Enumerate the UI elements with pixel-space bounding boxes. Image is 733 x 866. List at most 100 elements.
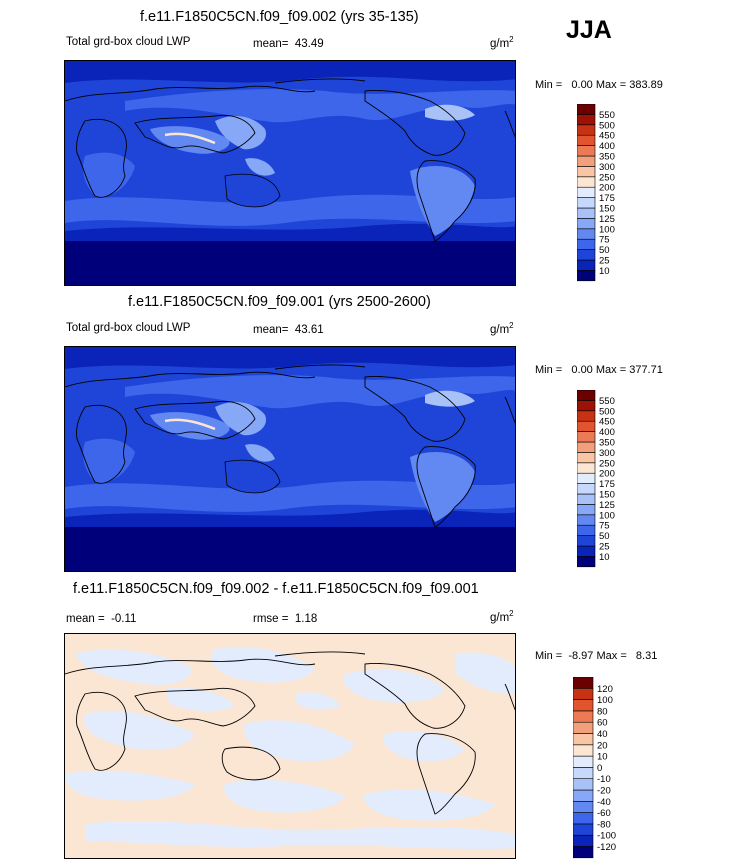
panel3-mean-label: mean = — [66, 613, 105, 625]
panel2-units: g/m2 — [490, 321, 514, 336]
panel2-africa-region — [83, 438, 135, 483]
panel3-min-value: -8.97 — [568, 650, 594, 662]
panel3-colorbar-box-6 — [573, 778, 594, 791]
panel1-colorbar-label-8: 200 — [599, 183, 615, 194]
panel3-colorbar-label-10: 40 — [597, 729, 608, 740]
panel2-arctic-band — [65, 347, 515, 369]
panel1-min-value: 0.00 — [571, 79, 593, 91]
panel1-mean-label: mean= — [253, 38, 289, 50]
panel2-mean-label: mean= — [253, 324, 289, 336]
panel3-colorbar-box-9 — [573, 744, 594, 757]
panel1-colorbar-label-13: 450 — [599, 131, 615, 142]
panel1-colorbar-label-14: 500 — [599, 120, 615, 131]
panel1-africa-region — [83, 152, 135, 197]
panel1-colorbar-box-6 — [577, 207, 596, 219]
panel3-colorbar-label-14: 120 — [597, 684, 613, 695]
panel1-colorbar-svg: 1025507510012515017520025030035040045050… — [577, 104, 615, 282]
panel1-eastasia-high — [215, 115, 266, 150]
panel1-units-sup: 2 — [509, 35, 514, 44]
panel3-title: f.e11.F1850C5CN.f09_f09.002 - f.e11.F185… — [73, 581, 479, 597]
panel2-antarctic-band — [65, 527, 515, 571]
panel1-units: g/m2 — [490, 35, 514, 50]
panel1-colorbar-box-12 — [577, 145, 596, 157]
panel2-colorbar-box-9 — [577, 462, 596, 474]
panel3-colorbar-label-3: -60 — [597, 808, 611, 819]
panel1-colorbar-box-16 — [577, 104, 596, 115]
panel3-mean-value: -0.11 — [111, 613, 137, 625]
panel1-mean: mean= 43.49 — [253, 38, 324, 50]
panel2-colorbar-label-12: 400 — [599, 427, 615, 438]
panel2-mean: mean= 43.61 — [253, 324, 324, 336]
panel1-colorbar-label-3: 75 — [599, 235, 610, 246]
panel2-colorbar: 10 25 50 75 100 125 150 175 200 250 300 350 400 450 50… — [577, 390, 657, 570]
panel2-colorbar-label-10: 300 — [599, 448, 615, 459]
panel3-rmse: rmse = 1.18 — [253, 613, 317, 625]
panel1-max-value: 383.89 — [629, 79, 663, 91]
panel1-colorbar-box-4 — [577, 228, 596, 240]
panel2-map-svg — [65, 347, 515, 571]
panel1-colorbar-label-2: 50 — [599, 245, 610, 256]
panel3-rmse-value: 1.18 — [294, 613, 318, 625]
panel1-map — [64, 60, 516, 286]
panel2-colorbar-svg: 1025507510012515017520025030035040045050… — [577, 390, 615, 568]
panel2-colorbar-box-10 — [577, 452, 596, 464]
panel1-colorbar-label-4: 100 — [599, 224, 615, 235]
panel1-colorbar: 10 25 50 75 100 125 150 175 200 250 300 350 400 450 50… — [577, 104, 657, 284]
panel3-colorbar-box-14 — [573, 688, 594, 700]
panel2-colorbar-box-2 — [577, 535, 596, 547]
panel3-colorbar: -120 -100 -80 -60 -40 -20 -10 0 10 20 40 60 80 100 120 — [573, 677, 653, 861]
panel1-colorbar-box-2 — [577, 249, 596, 261]
panel3-max-value: 8.31 — [635, 650, 658, 662]
panel1-antarctic-band — [65, 241, 515, 285]
panel3-colorbar-box-5 — [573, 789, 594, 802]
panel1-coastlines — [65, 78, 515, 242]
panel3-colorbar-label-8: 10 — [597, 752, 608, 763]
panel1-colorbar-box-14 — [577, 124, 596, 136]
panel2-samerica-high — [410, 452, 475, 522]
panel3-rmse-label: rmse = — [253, 613, 289, 625]
panel1-storm-track — [65, 194, 515, 226]
panel2-colorbar-label-4: 100 — [599, 510, 615, 521]
panel3-colorbar-box-13 — [573, 699, 594, 712]
panel2-colorbar-label-6: 150 — [599, 490, 615, 501]
panel3-colorbar-label-6: -10 — [597, 774, 611, 785]
panel2-colorbar-box-11 — [577, 441, 596, 453]
panel3-min-label: Min = — [535, 650, 563, 662]
panel2-colorbar-box-0 — [577, 556, 596, 568]
panel2-colorbar-label-8: 200 — [599, 469, 615, 480]
panel3-colorbar-box-10 — [573, 733, 594, 746]
panel3-units-sup: 2 — [509, 609, 514, 618]
panel1-himalaya-peak — [164, 132, 216, 145]
panel3-max-label: Max = — [596, 650, 627, 662]
panel3-negative-patches — [65, 646, 515, 849]
panel1-arctic-band — [65, 61, 515, 83]
panel2-colorbar-label-9: 250 — [599, 458, 615, 469]
panel2-eastasia-high — [215, 401, 266, 436]
panel1-minmax: Min = 0.00 Max = 383.89 — [535, 79, 663, 91]
panel3-colorbar-box-2 — [573, 823, 594, 836]
panel2-colorbar-label-0: 10 — [599, 552, 610, 563]
panel1-mean-value: 43.49 — [294, 38, 324, 50]
panel2-colorbar-box-7 — [577, 483, 596, 495]
panel2-colorbar-box-4 — [577, 514, 596, 526]
panel3-colorbar-label-13: 100 — [597, 695, 613, 706]
panel2-colorbar-box-15 — [577, 400, 596, 412]
panel2-colorbar-box-13 — [577, 420, 596, 432]
panel2-storm-track — [65, 480, 515, 512]
panel1-max-label: Max = — [595, 79, 627, 91]
panel2-northern-midlat — [125, 375, 515, 409]
panel1-colorbar-label-6: 150 — [599, 204, 615, 215]
panel2-colorbar-box-14 — [577, 410, 596, 422]
panel3-units: g/m2 — [490, 609, 514, 624]
panel1-colorbar-label-1: 25 — [599, 256, 610, 267]
panel3-colorbar-box-11 — [573, 721, 594, 734]
panel2-map — [64, 346, 516, 572]
panel2-min-label: Min = — [535, 364, 563, 376]
panel1-colorbar-label-11: 350 — [599, 152, 615, 163]
panel2-title: f.e11.F1850C5CN.f09_f09.001 (yrs 2500-26… — [128, 294, 431, 310]
panel3-map — [64, 633, 516, 859]
panel1-colorbar-box-15 — [577, 114, 596, 126]
panel2-units-sup: 2 — [509, 321, 514, 330]
panel2-colorbar-box-12 — [577, 431, 596, 443]
panel2-colorbar-label-3: 75 — [599, 521, 610, 532]
